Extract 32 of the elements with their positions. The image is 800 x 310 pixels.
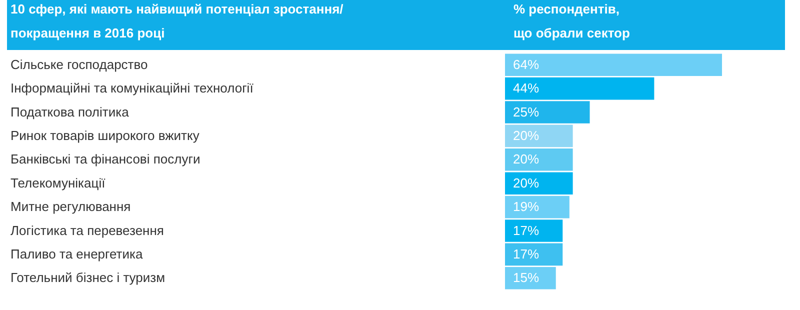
data-label: 15% [513,270,540,286]
y-tick-label: Податкова політика [10,104,130,120]
y-tick-label: Готельний бізнес і туризм [10,270,166,286]
y-axis-title: 10 сфер, які мають найвищий потенціал зростання/ покращення в 2016 році [10,2,344,40]
bar [505,196,570,218]
bar [505,172,573,194]
bar [505,243,563,266]
y-tick-label: Телекомунікації [10,175,106,190]
bar [505,124,573,148]
data-label: 20% [513,152,540,167]
data-label: 20% [513,175,540,190]
data-label: 64% [513,56,540,72]
data-label: 44% [513,80,540,96]
data-label: 19% [513,199,540,214]
bar [505,54,722,76]
y-tick-label: Ринок товарів широкого вжитку [10,128,200,143]
bar [505,267,556,290]
data-label: 17% [513,246,540,262]
y-tick-label: Сільське господарство [10,56,148,72]
y-tick-label: Митне регулювання [10,199,131,214]
data-label: 17% [513,222,540,238]
y-tick-label: Банківські та фінансові послуги [10,152,200,167]
y-tick-label: Паливо та енергетика [10,246,144,262]
y-tick-label: Логістика та перевезення [10,222,164,238]
y-tick-label: Інформаційні та комунікаційні технології [10,80,254,96]
bar [505,101,590,124]
x-axis-title: % респондентів, що обрали сектор [514,2,630,40]
bar [505,77,654,100]
data-label: 25% [513,104,540,120]
bar [505,148,573,171]
bar [505,220,563,242]
data-label: 20% [513,128,540,143]
